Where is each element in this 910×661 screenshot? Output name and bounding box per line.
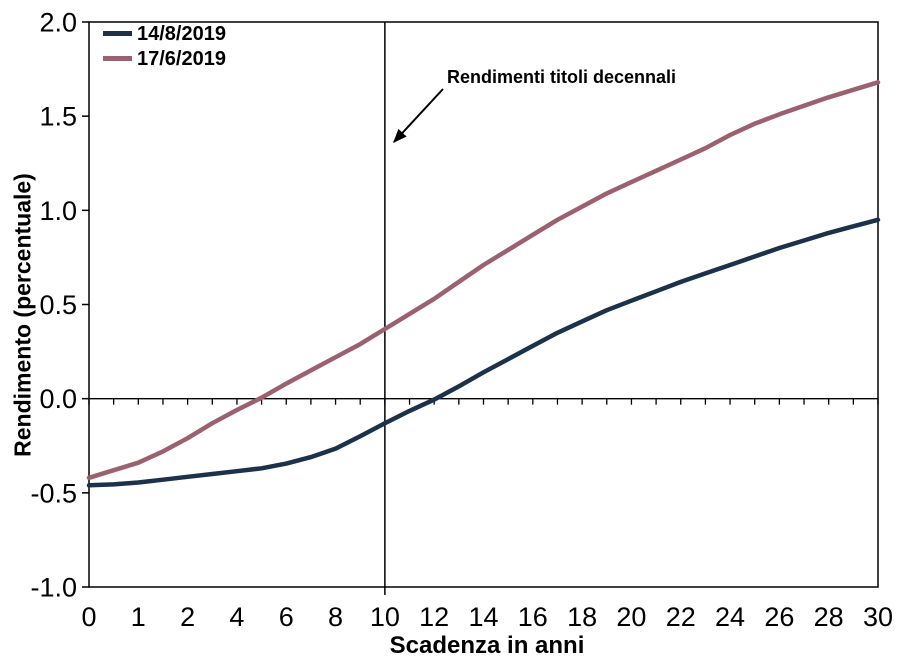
x-tick-label: 16 <box>518 602 548 632</box>
legend-entry: 17/6/2019 <box>103 46 226 71</box>
x-tick-label: 18 <box>567 602 597 632</box>
x-tick-label: 26 <box>764 602 794 632</box>
annotation-arrow <box>393 88 444 144</box>
x-tick-label: 0 <box>81 602 96 632</box>
x-tick-label: 30 <box>863 602 893 632</box>
y-tick-label: 1.5 <box>39 102 77 132</box>
y-tick-label: 0.5 <box>39 290 77 320</box>
annotation-label: Rendimenti titoli decennali <box>447 67 677 87</box>
x-tick-label: 2 <box>180 602 195 632</box>
x-tick-label: 28 <box>814 602 844 632</box>
series-1-swatch <box>103 31 132 36</box>
plot-border <box>88 21 879 588</box>
legend-entry: 14/8/2019 <box>103 21 226 46</box>
x-axis-title: Scadenza in anni <box>389 632 585 659</box>
chart-legend: 14/8/2019 17/6/2019 <box>103 21 226 71</box>
x-tick-label: 6 <box>279 602 294 632</box>
x-tick-label: 22 <box>666 602 696 632</box>
y-axis-title: Rendimento (percentuale) <box>9 173 36 457</box>
x-tick-label: 10 <box>370 602 400 632</box>
series-line-1 <box>86 217 881 488</box>
y-tick-label: -0.5 <box>30 478 77 508</box>
x-tick-label: 1 <box>131 602 146 632</box>
y-tick-label: -1.0 <box>30 573 77 603</box>
x-tick-label: 8 <box>328 602 343 632</box>
y-tick-label: 2.0 <box>39 8 77 38</box>
x-tick-label: 4 <box>229 602 244 632</box>
series-2-swatch <box>103 56 132 61</box>
series-line-2 <box>86 80 881 481</box>
legend-label-series-2: 17/6/2019 <box>137 47 226 70</box>
x-tick-label: 24 <box>715 602 745 632</box>
x-tick-label: 12 <box>419 602 449 632</box>
x-tick-label: 14 <box>468 602 498 632</box>
x-tick-label: 20 <box>616 602 646 632</box>
legend-label-series-1: 14/8/2019 <box>137 22 226 45</box>
y-tick-label: 1.0 <box>39 196 77 226</box>
y-tick-label: 0.0 <box>39 384 77 414</box>
